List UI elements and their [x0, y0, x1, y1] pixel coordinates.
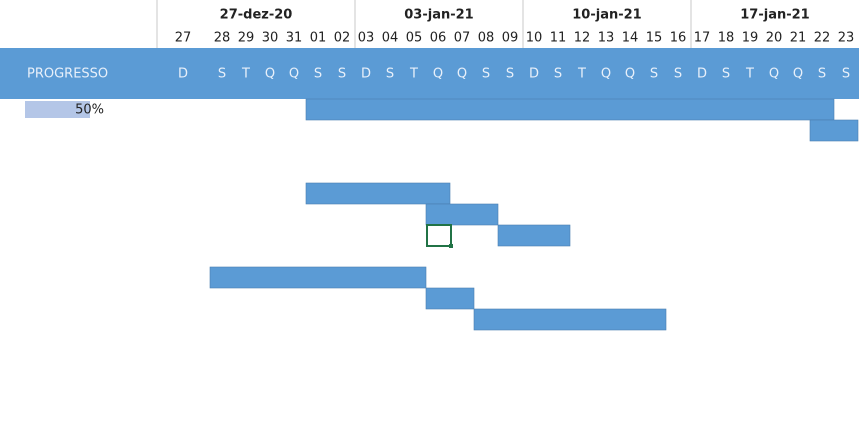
weekday-letter: D: [697, 67, 707, 82]
task-bar: [497, 224, 571, 247]
day-number: 22: [814, 31, 831, 46]
task-bar: [209, 266, 427, 289]
weekday-letter: S: [218, 67, 226, 82]
task-bar: [425, 203, 499, 226]
weekday-letter: Q: [601, 67, 611, 82]
weekday-letter: T: [745, 67, 754, 82]
day-number: 09: [502, 31, 519, 46]
fill-handle: [449, 244, 453, 248]
weekday-letter: S: [842, 67, 850, 82]
week-label: 17-jan-21: [740, 8, 809, 23]
weekday-letter: D: [178, 67, 188, 82]
weekday-letter: T: [577, 67, 586, 82]
day-number: 11: [550, 31, 567, 46]
weekday-letter: Q: [433, 67, 443, 82]
day-number: 04: [382, 31, 399, 46]
weekday-letter: S: [722, 67, 730, 82]
week-label: 10-jan-21: [572, 8, 641, 23]
day-number: 10: [526, 31, 543, 46]
weekday-letter: S: [506, 67, 514, 82]
day-number: 03: [358, 31, 375, 46]
weekday-letter: S: [674, 67, 682, 82]
weekday-letter: Q: [457, 67, 467, 82]
weekday-letter: T: [409, 67, 418, 82]
day-number: 02: [334, 31, 351, 46]
weekday-letter: D: [529, 67, 539, 82]
weekday-letter: Q: [769, 67, 779, 82]
task-bar: [305, 98, 835, 121]
weekday-letter: Q: [265, 67, 275, 82]
weekday-letter: T: [241, 67, 250, 82]
day-number: 30: [262, 31, 279, 46]
day-number: 17: [694, 31, 711, 46]
day-number: 15: [646, 31, 663, 46]
weekday-letter: Q: [289, 67, 299, 82]
day-number: 12: [574, 31, 591, 46]
day-number: 16: [670, 31, 687, 46]
progress-header: PROGRESSO: [27, 67, 108, 82]
progress-label: 50%: [75, 103, 104, 118]
weekday-letter: Q: [793, 67, 803, 82]
day-number: 18: [718, 31, 735, 46]
day-number: 27: [175, 31, 192, 46]
selected-cell: [426, 224, 452, 247]
weekday-letter: D: [361, 67, 371, 82]
weekday-letter: S: [818, 67, 826, 82]
progress-bar: [25, 101, 90, 118]
weekday-letter: Q: [625, 67, 635, 82]
day-number: 05: [406, 31, 423, 46]
task-bar: [473, 308, 667, 331]
day-number: 13: [598, 31, 615, 46]
task-bar: [809, 119, 859, 142]
day-number: 21: [790, 31, 807, 46]
day-number: 06: [430, 31, 447, 46]
task-bar: [425, 287, 475, 310]
weekday-letter: S: [386, 67, 394, 82]
day-number: 28: [214, 31, 231, 46]
week-label: 03-jan-21: [404, 8, 473, 23]
day-number: 19: [742, 31, 759, 46]
day-number: 07: [454, 31, 471, 46]
day-number: 01: [310, 31, 327, 46]
day-number: 08: [478, 31, 495, 46]
day-number: 29: [238, 31, 255, 46]
day-number: 31: [286, 31, 303, 46]
header-band: [0, 48, 859, 99]
day-number: 14: [622, 31, 639, 46]
weekday-letter: S: [650, 67, 658, 82]
weekday-letter: S: [338, 67, 346, 82]
weekday-letter: S: [314, 67, 322, 82]
weekday-letter: S: [482, 67, 490, 82]
day-number: 23: [838, 31, 855, 46]
day-number: 20: [766, 31, 783, 46]
task-bar: [305, 182, 451, 205]
week-label: 27-dez-20: [220, 8, 293, 23]
weekday-letter: S: [554, 67, 562, 82]
